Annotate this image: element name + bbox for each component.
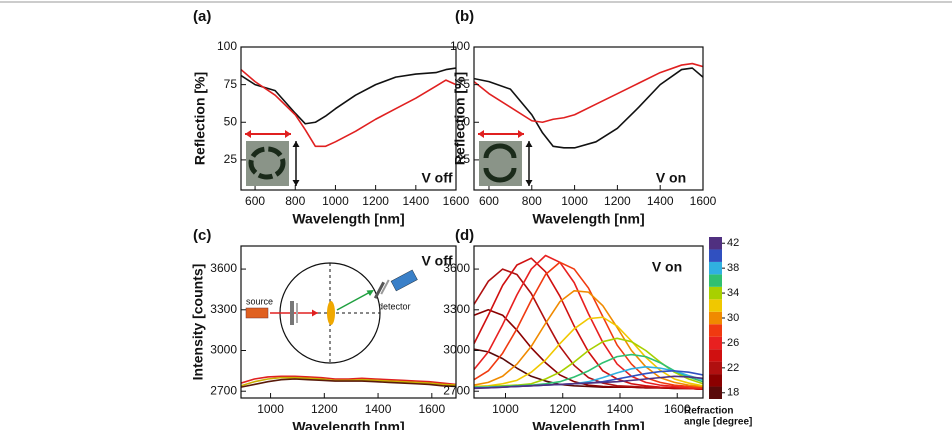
- colorbar-swatch: [709, 311, 722, 325]
- y-axis-title: Reflection [%]: [452, 72, 468, 165]
- x-tick-label: 800: [285, 194, 305, 208]
- y-tick-label: 2700: [443, 383, 470, 397]
- x-tick-label: 800: [522, 194, 542, 208]
- inset-photo-a: [245, 130, 300, 186]
- colorbar-swatch: [709, 324, 722, 337]
- y-tick-label: 2700: [210, 383, 237, 397]
- y-axis-title: Reflection [%]: [192, 72, 208, 165]
- inset-label: source: [246, 296, 273, 306]
- condition-label: V off: [421, 170, 452, 186]
- y-tick-label: 3300: [210, 302, 237, 316]
- panel-label: (a): [193, 8, 211, 25]
- colorbar-tick-label: 18: [727, 387, 739, 399]
- panel-label: (d): [455, 227, 474, 244]
- plot-frame: [473, 46, 704, 191]
- colorbar-tick-label: 22: [727, 362, 739, 374]
- x-tick-label: 1000: [492, 402, 519, 416]
- series-line: [474, 254, 703, 390]
- x-tick-label: 1000: [561, 194, 588, 208]
- x-tick-label: 1000: [257, 402, 284, 416]
- x-tick-label: 1200: [362, 194, 389, 208]
- y-axis-title: Intensity [counts]: [190, 264, 206, 381]
- plot-frame: [240, 46, 457, 191]
- x-tick-label: 1200: [311, 402, 338, 416]
- colorbar-swatch: [709, 336, 722, 350]
- y-tick-label: 100: [217, 39, 237, 53]
- x-tick-label: 1400: [402, 194, 429, 208]
- series-line: [474, 375, 703, 390]
- colorbar-swatch: [709, 261, 722, 275]
- inset-photo-b: [478, 130, 533, 186]
- panel-label: (c): [193, 227, 211, 244]
- colorbar-swatch: [709, 361, 722, 375]
- y-tick-label: 50: [224, 114, 238, 128]
- y-tick-label: 3000: [210, 343, 237, 357]
- x-axis-title: Wavelength [nm]: [532, 419, 644, 430]
- y-tick-label: 25: [457, 152, 471, 166]
- x-tick-label: 1400: [647, 194, 674, 208]
- series-line: [474, 67, 703, 149]
- colorbar-title: Refraction: [684, 406, 733, 417]
- x-axis-title: Wavelength [nm]: [292, 419, 404, 430]
- x-tick-label: 1600: [664, 402, 691, 416]
- colorbar-swatch: [709, 299, 722, 312]
- y-tick-label: 3300: [443, 302, 470, 316]
- x-tick-label: 600: [479, 194, 499, 208]
- y-tick-label: 50: [457, 114, 471, 128]
- x-tick-label: 1400: [365, 402, 392, 416]
- x-tick-label: 1600: [690, 194, 717, 208]
- condition-label: V on: [652, 259, 682, 275]
- colorbar-swatch: [709, 386, 722, 399]
- series-line: [474, 316, 703, 388]
- x-tick-label: 1600: [443, 194, 470, 208]
- series-line: [474, 289, 703, 388]
- x-tick-label: 1600: [418, 402, 445, 416]
- colorbar-tick-label: 34: [727, 287, 739, 299]
- colorbar-swatch: [709, 349, 722, 362]
- y-tick-label: 100: [450, 39, 470, 53]
- panel-label: (b): [455, 8, 474, 25]
- x-tick-label: 1400: [607, 402, 634, 416]
- plot-frame: [240, 245, 457, 399]
- x-axis-title: Wavelength [nm]: [292, 211, 404, 227]
- x-tick-label: 1200: [549, 402, 576, 416]
- condition-label: V off: [421, 253, 452, 269]
- colorbar-swatch: [709, 237, 722, 250]
- colorbar-tick-label: 38: [727, 262, 739, 274]
- series-line: [241, 375, 456, 386]
- plot-frame: [473, 245, 704, 399]
- colorbar-swatch: [709, 374, 722, 387]
- y-tick-label: 3600: [210, 261, 237, 275]
- series-line: [474, 261, 703, 389]
- x-tick-label: 1000: [322, 194, 349, 208]
- x-tick-label: 1200: [604, 194, 631, 208]
- x-tick-label: 600: [245, 194, 265, 208]
- series-line: [241, 67, 456, 125]
- colorbar-swatch: [709, 274, 722, 287]
- colorbar-tick-label: 42: [727, 237, 739, 249]
- y-tick-label: 25: [224, 152, 238, 166]
- inset-label: detector: [378, 301, 411, 311]
- colorbar-tick-label: 26: [727, 337, 739, 349]
- series-line: [474, 62, 703, 124]
- setup-diagram: [245, 262, 418, 364]
- y-tick-label: 3000: [443, 343, 470, 357]
- y-tick-label: 3600: [443, 261, 470, 275]
- y-tick-label: 75: [224, 77, 238, 91]
- colorbar-swatch: [709, 286, 722, 300]
- colorbar-tick-label: 30: [727, 312, 739, 324]
- y-tick-label: 75: [457, 77, 471, 91]
- x-axis-title: Wavelength [nm]: [532, 211, 644, 227]
- series-line: [241, 378, 456, 388]
- colorbar-swatch: [709, 249, 722, 262]
- condition-label: V on: [656, 170, 686, 186]
- colorbar-title: angle [degree]: [684, 417, 752, 428]
- series-line: [241, 68, 456, 148]
- series-line: [474, 257, 703, 390]
